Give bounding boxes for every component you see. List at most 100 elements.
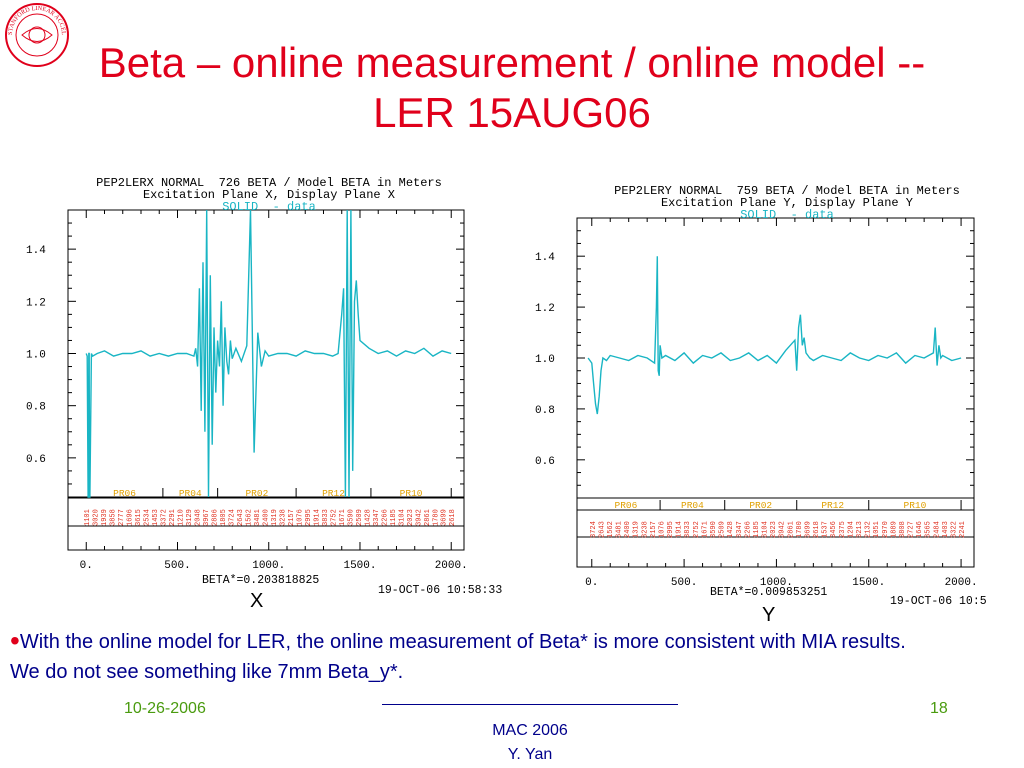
bpm-label: 2618 — [813, 521, 821, 538]
bpm-label: 2048 — [195, 509, 203, 526]
bpm-label: 3347 — [736, 521, 744, 538]
bpm-label: 3238 — [641, 521, 649, 538]
bpm-label: 2266 — [381, 509, 389, 526]
bpm-label: 2534 — [144, 509, 152, 526]
bpm-label: 3615 — [135, 509, 143, 526]
x-tick-label: 1000. — [252, 560, 285, 572]
bpm-label: 2509 — [719, 521, 727, 538]
x-tick-label: 1500. — [852, 577, 885, 589]
plot-y-beta-star: BETA*=0.009853251 — [710, 586, 828, 599]
bpm-label: 2995 — [305, 509, 313, 526]
bpm-label: 2752 — [330, 509, 338, 526]
bpm-label: 1914 — [676, 521, 684, 538]
bpm-label: 1453 — [152, 509, 160, 526]
plot-frame — [67, 209, 465, 551]
region-label: PR02 — [245, 488, 268, 499]
bpm-label: 1403 — [942, 521, 950, 538]
bpm-label: 3104 — [398, 509, 406, 526]
page-number: 18 — [930, 700, 948, 717]
plot-x-legend: SOLID - data — [222, 200, 316, 214]
bpm-label: 2023 — [407, 509, 415, 526]
y-tick-label: 0.8 — [535, 405, 555, 417]
x-tick-label: 2000. — [945, 577, 978, 589]
region-label: PR04 — [179, 488, 202, 499]
bullet-text: With the online model for LER, the onlin… — [10, 631, 906, 683]
bpm-label: 1051 — [873, 521, 881, 538]
bpm-label: 3833 — [684, 521, 692, 538]
plot-x-timestamp: 19-OCT-06 10:58:33 — [378, 584, 503, 597]
bpm-label: 1101 — [84, 509, 92, 526]
region-label: PR10 — [904, 500, 927, 511]
plot-x-header-line-1: PEP2LERX NORMAL 726 BETA / Model BETA in… — [96, 176, 442, 190]
bpm-label: 3372 — [161, 509, 169, 526]
bpm-label: 2861 — [787, 521, 795, 538]
bpm-label: 2509 — [356, 509, 364, 526]
bpm-label: 3104 — [762, 521, 770, 538]
slac-logo: STANFORD LINEAR ACCELERATOR CENTER — [4, 2, 69, 67]
title-line-1: Beta – online measurement / online model… — [98, 39, 926, 86]
bpm-label: 3590 — [347, 509, 355, 526]
region-label: PR12 — [821, 500, 844, 511]
bpm-label: 1805 — [220, 509, 228, 526]
bpm-label: 3322 — [950, 521, 958, 538]
bpm-label: 1076 — [296, 509, 304, 526]
x-tick-label: 0. — [80, 560, 93, 572]
plot-y-chart: 0.6 0.8 1.0 1.2 1.4 0. 500. 1000. 1500. 2000. PR06… — [535, 217, 978, 589]
plot-y-timestamp: 19-OCT-06 10:5 — [890, 595, 987, 608]
region-label: PR02 — [749, 500, 772, 511]
bpm-label: 2291 — [169, 509, 177, 526]
footer-date: 10-26-2006 — [124, 700, 206, 717]
bpm-label: 2618 — [449, 509, 457, 526]
bpm-label: 3238 — [279, 509, 287, 526]
bpm-label: 2266 — [744, 521, 752, 538]
bpm-label: 2643 — [237, 509, 245, 526]
bpm-label: 2400 — [262, 509, 270, 526]
bullet-icon: • — [10, 625, 20, 656]
y-tick-label: 1.2 — [26, 297, 46, 309]
bpm-label: 1780 — [796, 521, 804, 538]
bpm-label: 2400 — [624, 521, 632, 538]
bpm-label: 3699 — [441, 509, 449, 526]
bpm-label: 1428 — [364, 509, 372, 526]
bullet-point: •With the online model for LER, the onli… — [10, 626, 910, 687]
data-series-line — [85, 209, 452, 498]
bpm-label: 2484 — [933, 521, 941, 538]
bpm-label: 1537 — [822, 521, 830, 538]
bpm-label: 3833 — [322, 509, 330, 526]
y-tick-label: 1.2 — [535, 303, 555, 315]
y-tick-label: 1.0 — [26, 350, 46, 362]
plot-y-legend: SOLID - data — [740, 208, 834, 222]
region-label: PR06 — [615, 500, 638, 511]
bpm-label: 3565 — [925, 521, 933, 538]
x-tick-label: 1000. — [760, 577, 793, 589]
bpm-label: 2132 — [865, 521, 873, 538]
bpm-label: 3213 — [856, 521, 864, 538]
y-tick-label: 0.6 — [26, 454, 46, 466]
bpm-label: 3481 — [254, 509, 262, 526]
bpm-label: 1210 — [178, 509, 186, 526]
bpm-label: 1076 — [658, 521, 666, 538]
x-tick-label: 500. — [164, 560, 190, 572]
bpm-label: 1185 — [390, 509, 398, 526]
bpm-label: 2643 — [598, 521, 606, 538]
bpm-label: 3858 — [110, 509, 118, 526]
plot-y-header-line-1: PEP2LERY NORMAL 759 BETA / Model BETA in… — [614, 184, 960, 198]
bpm-label: 3942 — [779, 521, 787, 538]
region-label: PR10 — [400, 488, 423, 499]
y-tick-label: 1.4 — [26, 245, 46, 257]
bpm-label: 2241 — [959, 521, 967, 538]
bpm-label: 3724 — [590, 521, 598, 538]
bpm-label: 1914 — [313, 509, 321, 526]
bpm-label: 3967 — [203, 509, 211, 526]
x-tick-label: 500. — [671, 577, 697, 589]
bpm-label: 3347 — [373, 509, 381, 526]
plot-y-header-line-2: Excitation Plane Y, Display Plane Y — [660, 196, 914, 210]
bpm-label: 1319 — [271, 509, 279, 526]
beta-y-plot: PEP2LERY NORMAL 759 BETA / Model BETA in… — [510, 182, 1024, 612]
data-series-line — [587, 256, 962, 415]
bpm-label: 1428 — [727, 521, 735, 538]
x-tick-label: 2000. — [435, 560, 468, 572]
bpm-label: 2995 — [667, 521, 675, 538]
bpm-label: 3020 — [93, 509, 101, 526]
bpm-label: 3481 — [616, 521, 624, 538]
